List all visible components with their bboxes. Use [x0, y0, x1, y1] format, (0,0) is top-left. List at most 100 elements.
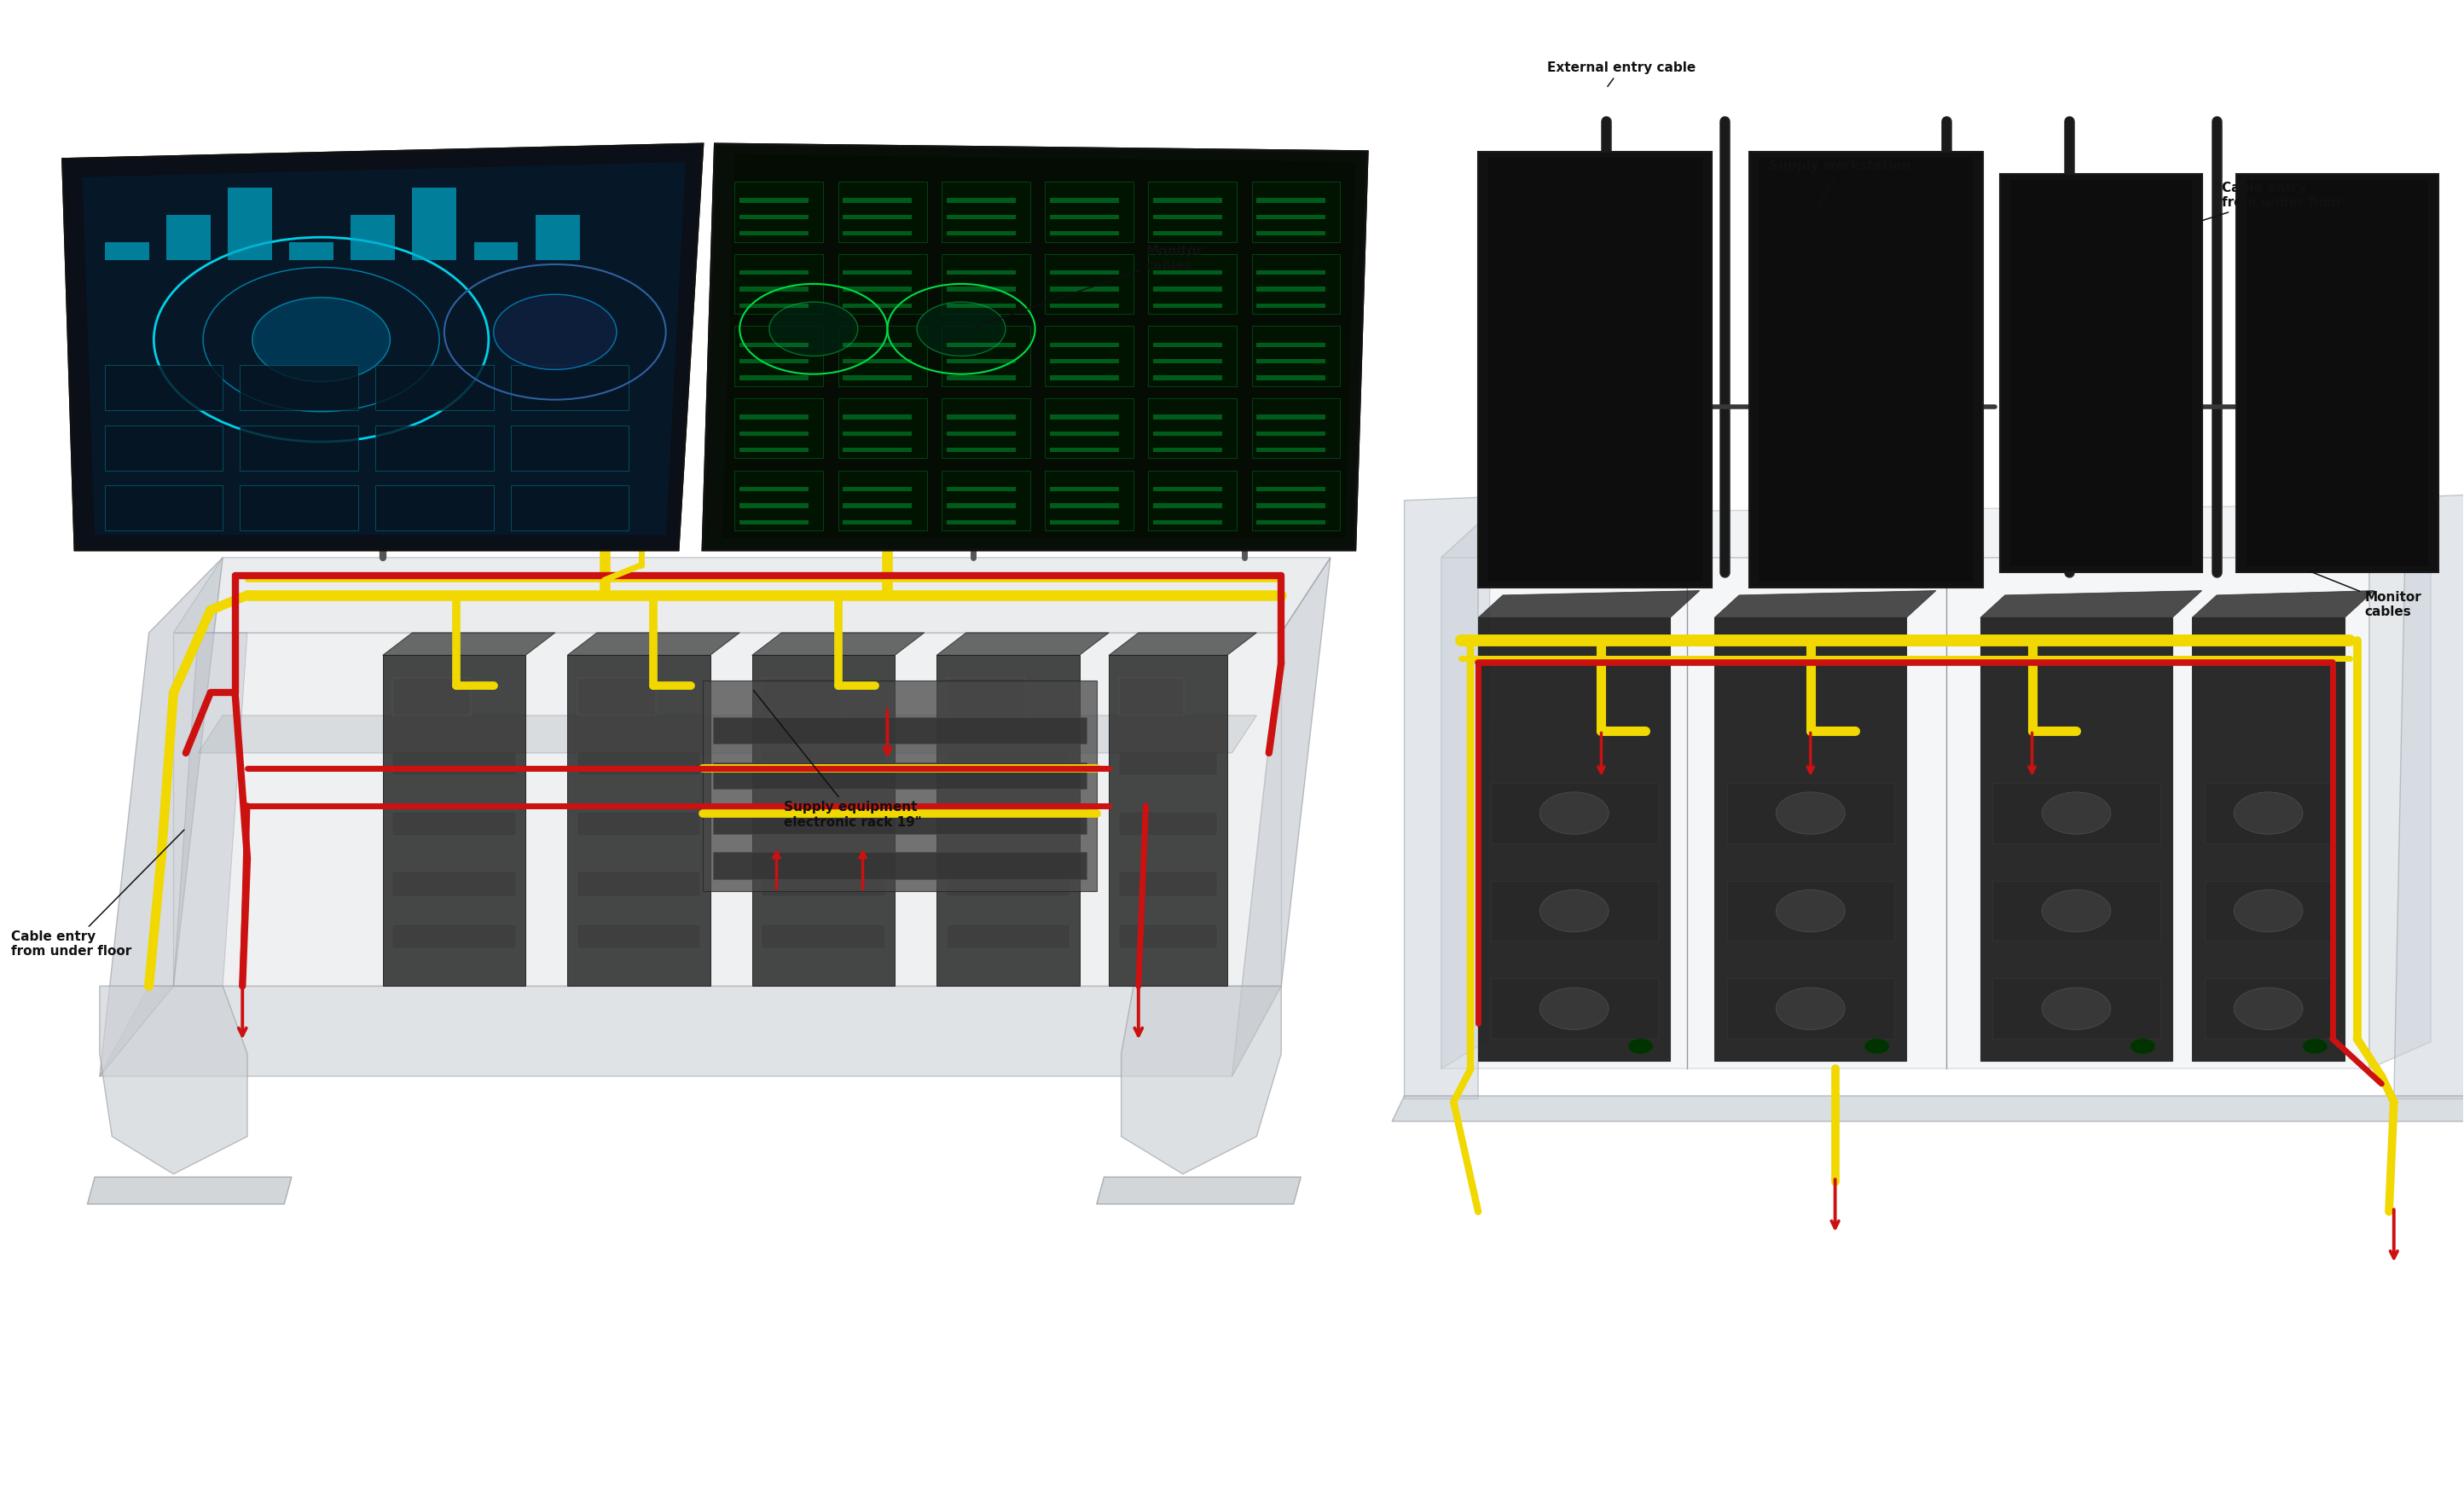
Polygon shape — [1749, 152, 1984, 587]
Polygon shape — [1478, 152, 1712, 587]
Bar — [739, 215, 808, 220]
Bar — [1153, 520, 1222, 524]
Bar — [1050, 286, 1119, 291]
Bar — [712, 807, 1087, 834]
Bar — [392, 678, 471, 715]
Bar — [1257, 358, 1326, 363]
Bar — [1491, 979, 1658, 1039]
Circle shape — [2235, 890, 2304, 932]
Bar — [392, 872, 515, 896]
Bar — [1993, 979, 2161, 1039]
Polygon shape — [2193, 590, 2375, 617]
Polygon shape — [99, 986, 1281, 1077]
Text: Cable entry
from under floor: Cable entry from under floor — [2195, 182, 2343, 223]
Polygon shape — [702, 681, 1096, 892]
Bar — [1148, 325, 1237, 386]
Polygon shape — [702, 145, 1368, 550]
Bar — [1257, 486, 1326, 491]
Bar — [1050, 303, 1119, 307]
Bar — [739, 232, 808, 236]
Bar — [761, 872, 885, 896]
Bar — [1148, 398, 1237, 458]
Bar — [1050, 431, 1119, 435]
Bar — [843, 199, 912, 203]
Text: Monitor
cables: Monitor cables — [2299, 568, 2422, 619]
Bar — [941, 182, 1030, 242]
Polygon shape — [1715, 590, 1937, 617]
Bar — [946, 812, 1069, 836]
Circle shape — [251, 297, 389, 381]
Bar — [843, 375, 912, 380]
Bar — [838, 255, 926, 313]
Bar — [946, 872, 1069, 896]
Bar — [739, 503, 808, 508]
Bar — [1148, 470, 1237, 530]
Circle shape — [1777, 792, 1846, 834]
Bar — [1257, 375, 1326, 380]
Bar — [288, 242, 333, 261]
Polygon shape — [1715, 617, 1907, 1062]
Bar — [946, 358, 1015, 363]
Bar — [1050, 232, 1119, 236]
Bar — [1153, 414, 1222, 419]
Bar — [1257, 215, 1326, 220]
Polygon shape — [197, 715, 1257, 753]
Bar — [739, 342, 808, 346]
Bar — [1045, 398, 1133, 458]
Bar — [1153, 271, 1222, 276]
Text: Cable entry
from under floor: Cable entry from under floor — [10, 830, 185, 958]
Bar — [843, 520, 912, 524]
Polygon shape — [567, 633, 739, 655]
Bar — [946, 199, 1015, 203]
Bar — [1257, 271, 1326, 276]
Bar — [946, 520, 1015, 524]
Bar — [577, 812, 700, 836]
Circle shape — [1629, 1039, 1653, 1054]
Bar — [1491, 783, 1658, 843]
Bar — [712, 762, 1087, 789]
Polygon shape — [2370, 505, 2432, 1069]
Polygon shape — [1441, 512, 1491, 1069]
Circle shape — [493, 294, 616, 369]
Bar — [1153, 503, 1222, 508]
Bar — [838, 182, 926, 242]
Bar — [1252, 255, 1340, 313]
Bar — [761, 812, 885, 836]
Text: External entry cable: External entry cable — [1547, 62, 1695, 86]
Polygon shape — [1478, 617, 1671, 1062]
Bar — [1727, 979, 1895, 1039]
Bar — [392, 751, 515, 776]
Polygon shape — [2395, 494, 2464, 1099]
Bar — [946, 303, 1015, 307]
Bar — [1050, 215, 1119, 220]
Polygon shape — [62, 145, 702, 550]
Bar — [1050, 271, 1119, 276]
Bar — [712, 852, 1087, 880]
Bar — [1252, 398, 1340, 458]
Circle shape — [917, 301, 1005, 355]
Bar — [739, 486, 808, 491]
Circle shape — [2043, 792, 2112, 834]
Bar — [843, 286, 912, 291]
Bar — [946, 414, 1015, 419]
Polygon shape — [99, 986, 246, 1175]
Bar — [1257, 303, 1326, 307]
Bar — [1153, 303, 1222, 307]
Bar — [103, 425, 222, 470]
Bar — [1759, 158, 1974, 581]
Circle shape — [769, 301, 857, 355]
Bar — [1045, 255, 1133, 313]
Polygon shape — [99, 557, 222, 1077]
Bar — [843, 342, 912, 346]
Bar — [946, 751, 1069, 776]
Bar — [1257, 520, 1326, 524]
Bar — [510, 364, 628, 410]
Polygon shape — [172, 633, 246, 986]
Bar — [1257, 503, 1326, 508]
Polygon shape — [936, 655, 1079, 986]
Polygon shape — [722, 155, 1355, 538]
Text: Supply workstation: Supply workstation — [1769, 160, 1910, 206]
Bar — [1993, 783, 2161, 843]
Bar — [941, 325, 1030, 386]
Bar — [1153, 358, 1222, 363]
